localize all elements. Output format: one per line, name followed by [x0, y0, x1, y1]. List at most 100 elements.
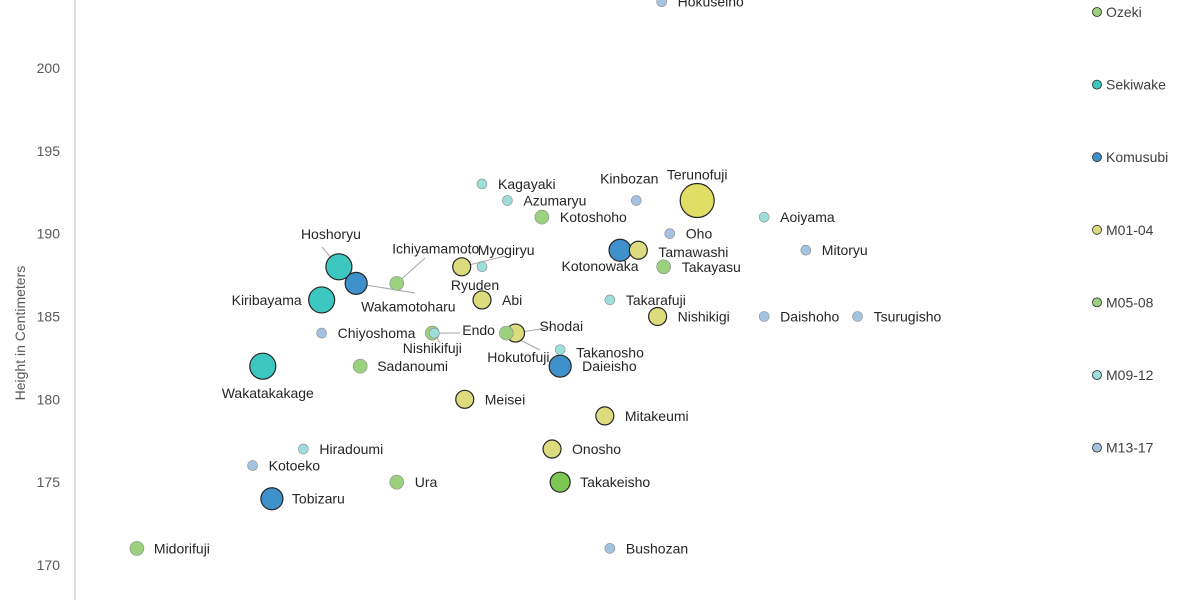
point-label-chiyoshoma: Chiyoshoma: [338, 325, 416, 341]
legend-marker: [1092, 79, 1102, 90]
point-terunofuji: [679, 182, 715, 219]
point-label-azumaryu: Azumaryu: [523, 193, 586, 209]
point-label-hiradoumi: Hiradoumi: [319, 441, 383, 457]
point-kiribayama: [308, 286, 336, 314]
point-label-sadanoumi: Sadanoumi: [377, 358, 448, 374]
point-mitakeumi: [595, 406, 615, 426]
legend-marker: [1092, 442, 1102, 453]
point-tamawashi: [628, 240, 648, 260]
point-label-kagayaki: Kagayaki: [498, 176, 556, 192]
y-tick-label: 195: [37, 143, 61, 159]
point-label-takakeisho: Takakeisho: [580, 474, 650, 490]
point-label-daishoho: Daishoho: [780, 309, 839, 325]
y-tick-label: 200: [37, 60, 61, 76]
point-label-endo: Endo: [462, 322, 495, 338]
point-ryuden: [476, 261, 488, 273]
point-nishikifuji: [429, 327, 440, 339]
legend-label: M01-04: [1106, 222, 1154, 238]
point-hoshoryu: [325, 253, 353, 281]
point-meisei: [455, 389, 475, 409]
point-takakeisho: [549, 471, 571, 493]
point-takayasu: [656, 259, 672, 275]
legend-marker: [1092, 152, 1102, 163]
point-label-aoiyama: Aoiyama: [780, 209, 835, 225]
point-label-oho: Oho: [686, 226, 713, 242]
point-label-hokuseiho: Hokuseiho: [678, 0, 744, 10]
point-label-hokutofuji: Hokutofuji: [487, 349, 549, 365]
point-tsurugisho: [852, 311, 863, 322]
point-label-bushozan: Bushozan: [626, 540, 688, 556]
point-label-tobizaru: Tobizaru: [292, 491, 345, 507]
point-label-wakamotoharu: Wakamotoharu: [361, 298, 455, 314]
point-label-kinbozan: Kinbozan: [600, 171, 658, 187]
point-hokutofuji: [499, 325, 514, 341]
y-tick-label: 170: [37, 557, 61, 573]
point-label-onosho: Onosho: [572, 441, 621, 457]
point-takanosho: [554, 344, 566, 355]
point-label-myogiryu: Myogiryu: [478, 242, 535, 258]
point-label-hoshoryu: Hoshoryu: [301, 226, 361, 242]
point-aoiyama: [758, 211, 770, 223]
point-label-takarafuji: Takarafuji: [626, 292, 686, 308]
point-midorifuji: [129, 541, 145, 556]
data-points: [129, 0, 863, 556]
point-label-tsurugisho: Tsurugisho: [874, 309, 942, 325]
y-tick-label: 180: [37, 391, 61, 407]
point-onosho: [542, 439, 562, 459]
point-label-kiribayama: Kiribayama: [232, 292, 302, 308]
legend-label: Sekiwake: [1106, 77, 1166, 93]
point-chiyoshoma: [316, 327, 327, 339]
point-label-ura: Ura: [415, 474, 438, 490]
point-daieisho: [548, 354, 572, 378]
point-ichiyamamoto: [389, 276, 405, 291]
legend-marker: [1092, 297, 1102, 308]
legend-marker: [1092, 7, 1102, 17]
point-wakatakakage: [249, 352, 277, 380]
point-mitoryu: [800, 244, 812, 256]
y-tick-label: 185: [37, 309, 61, 325]
point-label-kotoeko: Kotoeko: [269, 458, 321, 474]
y-tick-label: 175: [37, 474, 61, 490]
point-label-terunofuji: Terunofuji: [667, 167, 728, 183]
y-axis-title: Height in Centimeters: [12, 266, 28, 401]
point-nishikigi: [648, 306, 668, 327]
point-azumaryu: [502, 195, 513, 206]
legend-marker: [1092, 224, 1102, 235]
point-label-takayasu: Takayasu: [682, 259, 741, 275]
point-ura: [389, 474, 405, 490]
point-label-shodai: Shodai: [540, 318, 584, 334]
point-hiradoumi: [298, 443, 309, 455]
point-kotoeko: [247, 460, 258, 471]
point-takarafuji: [604, 294, 616, 306]
point-kotoshoho: [534, 209, 550, 225]
point-label-abi: Abi: [502, 292, 522, 308]
point-wakamotoharu: [344, 271, 368, 295]
point-label-ichiyamamoto: Ichiyamamoto: [392, 240, 479, 256]
point-hokuseiho: [656, 0, 667, 8]
point-label-meisei: Meisei: [485, 391, 525, 407]
legend-marker: [1092, 370, 1102, 380]
point-label-nishikifuji: Nishikifuji: [403, 340, 462, 356]
legend-label: M05-08: [1106, 294, 1154, 310]
point-label-wakatakakage: Wakatakakage: [222, 385, 314, 401]
point-label-kotoshoho: Kotoshoho: [560, 209, 627, 225]
point-tobizaru: [260, 487, 284, 511]
legend-label: M13-17: [1106, 440, 1154, 456]
point-label-tamawashi: Tamawashi: [658, 244, 728, 260]
point-bushozan: [604, 543, 616, 554]
point-daishoho: [758, 311, 770, 322]
legend-label: Ozeki: [1106, 4, 1142, 20]
point-label-mitoryu: Mitoryu: [822, 242, 868, 258]
legend: Ozeki Sekiwake Komusubi M01-04 M05-08 M09-12 M…: [1092, 4, 1168, 456]
point-label-midorifuji: Midorifuji: [154, 540, 210, 556]
point-labels: Terunofuji Takakeisho Hoshoryu Kiribayama Wa…: [154, 0, 942, 556]
legend-label: M09-12: [1106, 367, 1154, 383]
point-label-ryuden: Ryuden: [451, 277, 499, 293]
point-label-nishikigi: Nishikigi: [678, 309, 730, 325]
legend-label: Komusubi: [1106, 149, 1168, 165]
point-myogiryu: [452, 257, 472, 277]
point-kagayaki: [476, 178, 488, 190]
point-label-takanosho: Takanosho: [576, 345, 644, 361]
point-oho: [664, 228, 676, 239]
point-sadanoumi: [352, 358, 368, 374]
